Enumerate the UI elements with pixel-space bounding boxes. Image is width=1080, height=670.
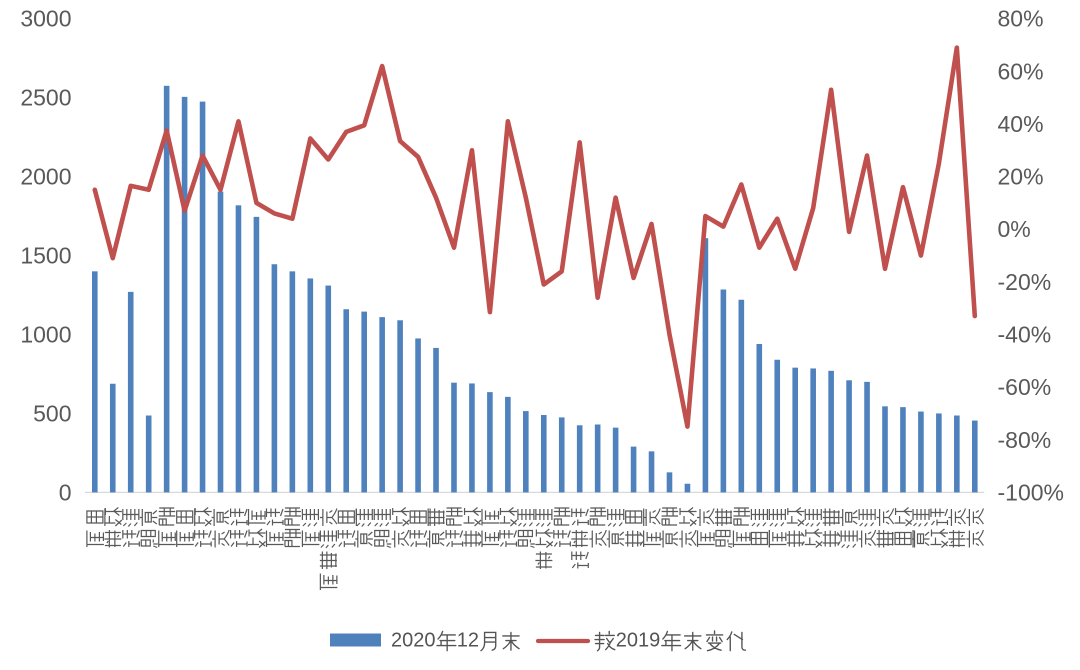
svg-text:-100%: -100%: [998, 479, 1064, 505]
svg-text:0: 0: [59, 479, 72, 505]
svg-text:2000: 2000: [20, 164, 71, 190]
svg-text:500: 500: [33, 400, 71, 426]
svg-text:0%: 0%: [998, 216, 1031, 242]
svg-text:-60%: -60%: [998, 374, 1052, 400]
svg-text:40%: 40%: [998, 111, 1044, 137]
svg-text:-20%: -20%: [998, 269, 1052, 295]
svg-text:3000: 3000: [20, 6, 71, 32]
svg-text:1000: 1000: [20, 322, 71, 348]
svg-text:60%: 60%: [998, 58, 1044, 84]
svg-text:1500: 1500: [20, 243, 71, 269]
svg-text:-80%: -80%: [998, 427, 1052, 453]
svg-text:2020: 2020: [391, 630, 436, 652]
svg-text:2019: 2019: [616, 630, 661, 652]
svg-text:20%: 20%: [998, 164, 1044, 190]
svg-text:2500: 2500: [20, 85, 71, 111]
svg-text:12: 12: [457, 630, 479, 652]
svg-text:-40%: -40%: [998, 322, 1052, 348]
svg-text:80%: 80%: [998, 6, 1044, 32]
